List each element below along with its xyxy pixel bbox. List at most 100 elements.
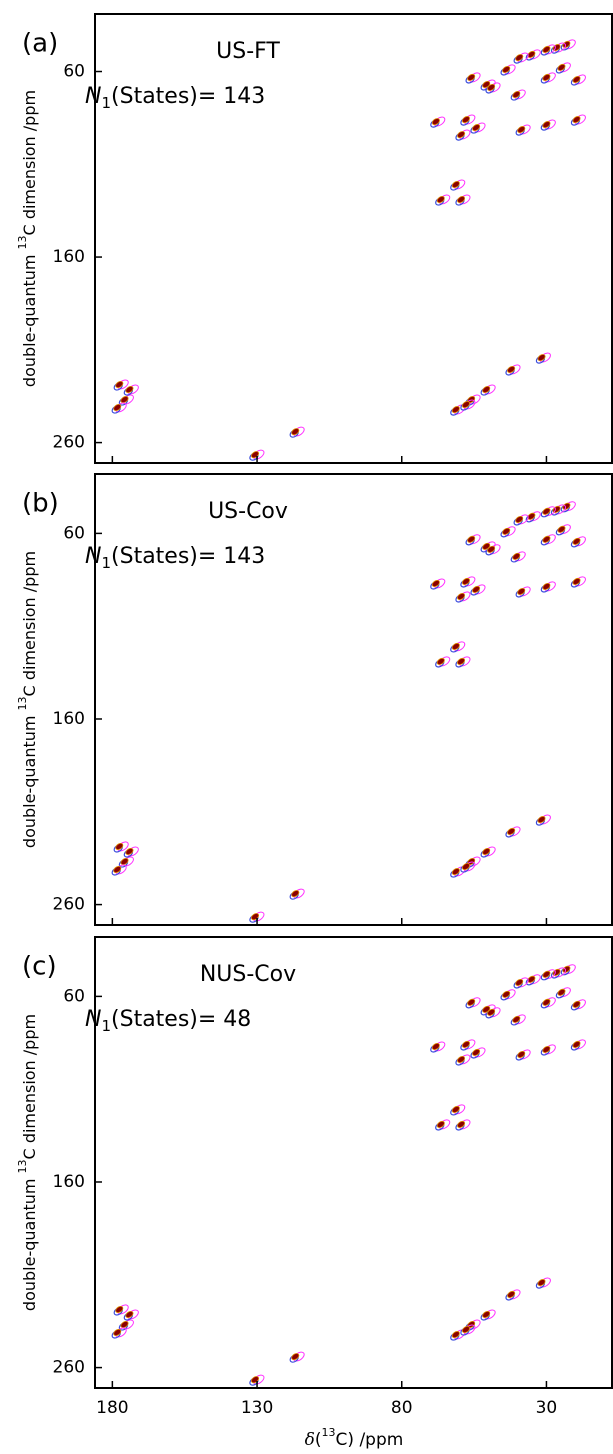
- contour-inner: [542, 970, 551, 978]
- y-axis-label: double-quantum 13C dimension /ppm: [16, 551, 39, 848]
- annotation-symbol: N: [85, 1007, 101, 1032]
- annotation-subscript: 1: [101, 1017, 111, 1035]
- peak: [570, 576, 586, 588]
- y-label-part: C dimension /ppm: [20, 551, 39, 697]
- peak: [513, 514, 529, 526]
- peak: [460, 1039, 476, 1051]
- peak: [500, 526, 516, 538]
- peak: [515, 124, 531, 136]
- y-tick-label: 160: [53, 709, 85, 729]
- peak: [435, 656, 451, 668]
- contour-inner: [537, 816, 546, 824]
- peak: [113, 841, 129, 853]
- contour-inner: [125, 385, 134, 394]
- contour-inner: [431, 118, 440, 126]
- peak: [455, 129, 471, 141]
- y-label-sup: 13: [16, 696, 29, 710]
- contour-inner: [457, 196, 466, 204]
- contour-inner: [572, 1000, 581, 1008]
- peak: [570, 999, 586, 1011]
- y-tick-label: 260: [53, 1358, 85, 1378]
- peak: [505, 1289, 521, 1301]
- peak: [289, 1351, 305, 1363]
- contour-inner: [542, 1045, 551, 1054]
- contour-inner: [291, 890, 300, 898]
- peak: [460, 399, 476, 411]
- contour-inner: [291, 1353, 300, 1361]
- x-tick-label: 30: [536, 1398, 558, 1418]
- contour-inner: [125, 847, 134, 856]
- peak: [123, 384, 139, 396]
- x-label-sup: 13: [322, 1426, 336, 1439]
- contour-inner: [457, 657, 466, 665]
- contour-inner: [251, 1376, 260, 1384]
- contour-inner: [467, 535, 476, 543]
- peak: [485, 1007, 501, 1019]
- peak: [430, 116, 446, 128]
- y-label-part: C dimension /ppm: [20, 1014, 39, 1160]
- contour-inner: [512, 1015, 521, 1023]
- panel-title: US-Cov: [208, 499, 288, 524]
- peak: [480, 384, 496, 396]
- y-tick-label: 60: [63, 986, 85, 1006]
- peak: [435, 194, 451, 206]
- x-axis-label: δ(13C) /ppm: [305, 1426, 404, 1450]
- plot-frame: [94, 936, 613, 1389]
- peak: [460, 1324, 476, 1336]
- contour-inner: [502, 527, 511, 535]
- contour-inner: [507, 365, 516, 374]
- contour-inner: [542, 998, 551, 1006]
- y-tick-label: 60: [63, 523, 85, 543]
- contour-inner: [542, 73, 551, 81]
- contour-inner: [461, 401, 470, 409]
- contour-inner: [572, 1040, 581, 1048]
- contour-inner: [461, 863, 470, 871]
- contour-inner: [291, 428, 300, 436]
- contour-inner: [572, 577, 581, 585]
- contour-inner: [457, 1120, 466, 1128]
- contour-inner: [120, 396, 129, 404]
- contour-inner: [436, 657, 445, 665]
- panel-title: NUS-Cov: [200, 962, 296, 987]
- peak: [513, 977, 529, 989]
- peak: [540, 72, 556, 84]
- peak: [123, 1309, 139, 1321]
- contour-inner: [482, 847, 491, 856]
- contour-inner: [537, 1279, 546, 1287]
- contour-inner: [502, 65, 511, 74]
- contour-inner: [115, 1305, 124, 1314]
- y-label-part: double-quantum: [20, 1173, 39, 1311]
- y-label-sup: 13: [16, 235, 29, 249]
- contour-inner: [572, 537, 581, 545]
- contour-inner: [467, 73, 476, 81]
- contour-inner: [251, 451, 260, 459]
- contour-inner: [515, 978, 524, 987]
- contour-inner: [562, 965, 571, 973]
- contour-inner: [487, 1008, 496, 1016]
- peak: [550, 967, 566, 979]
- peak: [570, 74, 586, 86]
- peak: [123, 846, 139, 858]
- annotation-subscript: 1: [101, 554, 111, 572]
- peak: [540, 506, 556, 518]
- y-axis-label: double-quantum 13C dimension /ppm: [16, 1014, 39, 1311]
- contour-inner: [537, 354, 546, 362]
- panel-label: (b): [22, 489, 59, 519]
- y-label-part: C dimension /ppm: [20, 90, 39, 236]
- contour-inner: [451, 180, 460, 189]
- peak: [515, 586, 531, 598]
- peak: [570, 1039, 586, 1051]
- peak: [540, 534, 556, 546]
- contour-inner: [542, 535, 551, 543]
- contour-inner: [461, 577, 470, 585]
- contour-inner: [515, 515, 524, 524]
- contour-inner: [517, 1050, 526, 1059]
- contour-inner: [487, 83, 496, 92]
- y-label-part: double-quantum: [20, 710, 39, 848]
- annotation-text: (States)= 143: [111, 84, 265, 109]
- contour-inner: [472, 585, 481, 593]
- peak: [570, 536, 586, 548]
- peak: [450, 179, 466, 191]
- peak: [540, 119, 556, 131]
- peak: [455, 194, 471, 206]
